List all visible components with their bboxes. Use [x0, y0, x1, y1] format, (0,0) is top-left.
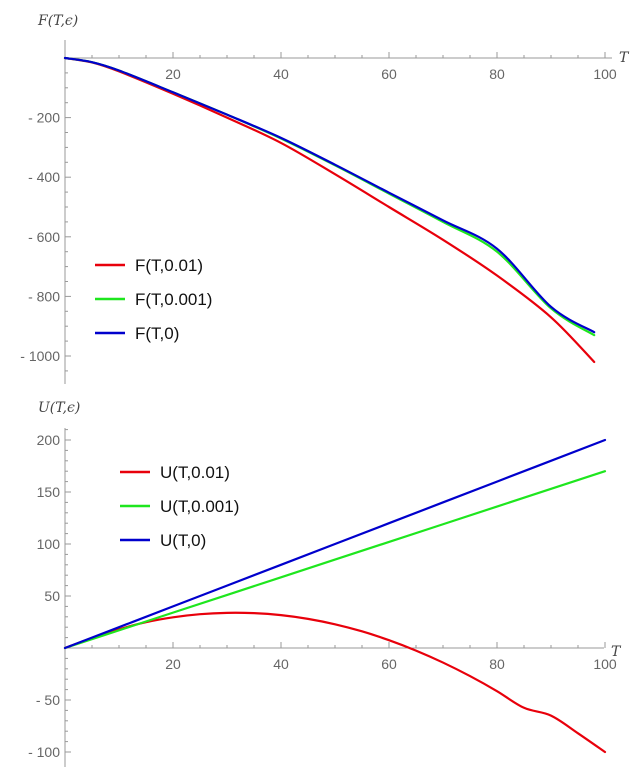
- legend-label: U(T,0.01): [160, 463, 230, 482]
- legend: F(T,0.01) F(T,0.001) F(T,0): [95, 256, 212, 343]
- free-energy-chart: F(T,ϵ) T 20 40 60 80 100 - 200 - 400 - 600 - 800…: [20, 13, 630, 384]
- y-axis-title: F(T,ϵ): [37, 13, 78, 29]
- x-tick-label: 80: [489, 656, 505, 672]
- legend-label: U(T,0): [160, 531, 206, 550]
- y-tick-label: 100: [37, 536, 61, 552]
- series-lines: [63, 438, 607, 754]
- series-line: [63, 56, 596, 334]
- x-tick-label: 20: [165, 66, 181, 82]
- internal-energy-chart: U(T,ϵ) T 20 40 60 80 100 200 150 100 50 - 50 - 100…: [28, 400, 622, 767]
- x-tick-label: 100: [593, 66, 617, 82]
- legend-label: F(T,0.01): [135, 256, 203, 275]
- y-tick-label: - 200: [28, 110, 60, 126]
- x-tick-label: 60: [381, 66, 397, 82]
- x-tick-label: 20: [165, 656, 181, 672]
- y-tick-label: - 100: [28, 744, 60, 760]
- legend-label: F(T,0): [135, 324, 179, 343]
- x-tick-label: 80: [489, 66, 505, 82]
- ticks: 20 40 60 80 100 200 150 100 50 - 50 - 100: [28, 428, 617, 767]
- x-tick-label: 40: [273, 656, 289, 672]
- y-tick-label: 200: [37, 432, 61, 448]
- y-tick-label: - 600: [28, 229, 60, 245]
- series-line: [63, 470, 607, 650]
- legend-label: U(T,0.001): [160, 497, 239, 516]
- legend-label: F(T,0.001): [135, 290, 212, 309]
- x-axis-title: T: [611, 644, 622, 660]
- series-lines: [63, 56, 596, 364]
- y-tick-label: 50: [44, 588, 60, 604]
- x-tick-label: 60: [381, 656, 397, 672]
- y-tick-label: - 400: [28, 169, 60, 185]
- y-tick-label: - 1000: [20, 348, 60, 364]
- x-axis-title: T: [619, 50, 630, 66]
- series-line: [63, 611, 607, 754]
- ticks: 20 40 60 80 100 - 200 - 400 - 600 - 800 - 1000: [20, 40, 617, 384]
- x-tick-label: 100: [593, 656, 617, 672]
- y-tick-label: - 800: [28, 288, 60, 304]
- series-line: [63, 56, 596, 364]
- y-tick-label: 150: [37, 484, 61, 500]
- series-line: [63, 438, 607, 650]
- x-tick-label: 40: [273, 66, 289, 82]
- y-axis-title: U(T,ϵ): [38, 400, 80, 416]
- legend: U(T,0.01) U(T,0.001) U(T,0): [120, 463, 239, 550]
- y-tick-label: - 50: [36, 692, 60, 708]
